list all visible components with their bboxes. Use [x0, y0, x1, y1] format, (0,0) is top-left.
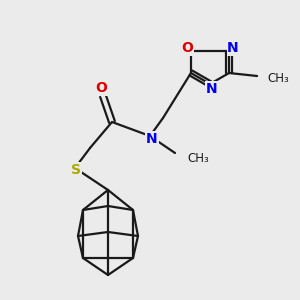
Text: O: O [181, 41, 193, 55]
Text: N: N [206, 82, 218, 96]
Text: N: N [227, 41, 239, 55]
Text: S: S [71, 163, 81, 177]
Text: CH₃: CH₃ [267, 71, 289, 85]
Text: CH₃: CH₃ [187, 152, 209, 164]
Text: O: O [95, 81, 107, 95]
Text: N: N [146, 132, 158, 146]
